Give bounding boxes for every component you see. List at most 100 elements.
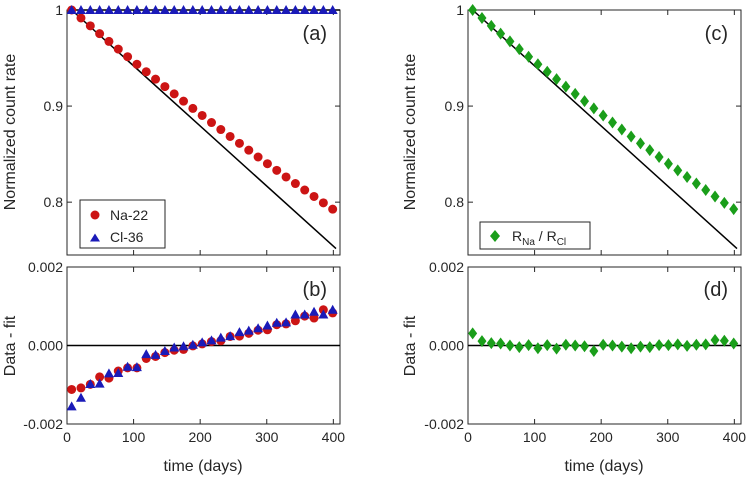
point-r-na-r-cl <box>626 130 636 143</box>
point-cl-36 <box>281 317 292 327</box>
point-r-na-r-cl <box>468 4 478 16</box>
point-r-na-r-cl <box>542 339 552 352</box>
point-na-22 <box>132 59 142 69</box>
point-na-22 <box>160 82 170 92</box>
x-tick-label: 0 <box>464 429 472 445</box>
point-r-na-r-cl <box>710 334 720 347</box>
point-r-na-r-cl <box>663 339 673 352</box>
point-na-22 <box>318 198 328 208</box>
point-cl-36 <box>169 342 180 352</box>
point-na-22 <box>76 13 86 23</box>
point-cl-36 <box>262 320 273 330</box>
legend-label-ratio: RNa / RCl <box>512 228 566 248</box>
point-r-na-r-cl <box>682 339 692 352</box>
y-tick-label: 0.8 <box>44 194 64 210</box>
point-na-22 <box>262 159 272 169</box>
point-cl-36 <box>225 331 236 341</box>
point-cl-36 <box>271 317 282 327</box>
point-na-22 <box>281 172 291 182</box>
point-na-22 <box>179 96 189 106</box>
panel-a-ticks: 0.8 0.9 1 <box>44 2 340 255</box>
point-r-na-r-cl <box>719 334 729 347</box>
point-r-na-r-cl <box>570 339 580 352</box>
point-r-na-r-cl <box>645 341 655 354</box>
y-tick-label: -0.002 <box>424 416 464 432</box>
point-cl-36 <box>318 309 329 319</box>
panel-b-ticks: -0.002 0.000 0.002 0 100 200 300 400 <box>23 259 345 445</box>
legend-marker-na22 <box>90 210 100 220</box>
legend-sub-cl: Cl <box>557 237 566 248</box>
point-r-na-r-cl <box>673 338 683 351</box>
panel-c-frame <box>467 9 742 256</box>
point-cl-36 <box>103 368 114 378</box>
panel-c-ylabel: Normalized count rate <box>402 54 419 211</box>
panel-c-legend: RNa / RCl <box>479 221 591 250</box>
point-na-22 <box>272 165 282 175</box>
y-tick-label: 0.8 <box>445 194 465 210</box>
x-tick-label: 100 <box>122 429 146 445</box>
point-cl-36 <box>187 5 198 14</box>
panel-c-marks <box>468 4 739 216</box>
point-r-na-r-cl <box>477 335 487 348</box>
point-cl-36 <box>131 5 142 14</box>
point-na-22 <box>197 110 207 120</box>
point-r-na-r-cl <box>533 342 543 355</box>
legend-r-cl: / R <box>535 228 557 244</box>
point-na-22 <box>104 36 114 46</box>
point-cl-36 <box>159 345 170 355</box>
point-cl-36 <box>299 5 310 14</box>
x-tick-label: 200 <box>589 429 613 445</box>
panel-c-fits <box>472 9 738 250</box>
point-r-na-r-cl <box>505 339 515 352</box>
point-r-na-r-cl <box>477 11 487 24</box>
y-tick-label: 0.000 <box>28 338 63 354</box>
point-r-na-r-cl <box>598 338 608 351</box>
point-r-na-r-cl <box>635 340 645 353</box>
point-na-22 <box>328 204 338 214</box>
point-r-na-r-cl <box>719 196 729 209</box>
panel-d-xlabel: time (days) <box>564 458 643 475</box>
panel-c-tag: (c) <box>705 23 728 45</box>
point-cl-36 <box>85 378 96 388</box>
point-na-22 <box>141 67 151 77</box>
x-tick-label: 0 <box>63 429 71 445</box>
point-r-na-r-cl <box>514 43 524 56</box>
point-na-22 <box>309 313 319 323</box>
point-r-na-r-cl <box>654 339 664 352</box>
point-na-22 <box>290 316 300 326</box>
point-cl-36 <box>206 335 217 345</box>
fit-line <box>472 9 738 250</box>
point-r-na-r-cl <box>607 116 617 129</box>
point-r-na-r-cl <box>486 337 496 350</box>
point-cl-36 <box>253 323 264 333</box>
point-r-na-r-cl <box>496 27 506 40</box>
point-na-22 <box>234 138 244 148</box>
point-cl-36 <box>197 5 208 14</box>
point-na-22 <box>206 118 216 128</box>
y-tick-label: 0.9 <box>44 98 64 114</box>
point-cl-36 <box>225 5 236 14</box>
point-r-na-r-cl <box>645 144 655 157</box>
point-cl-36 <box>178 341 189 351</box>
point-cl-36 <box>327 5 338 14</box>
x-tick-label: 300 <box>255 429 279 445</box>
legend-label-cl36: Cl-36 <box>110 229 144 245</box>
point-cl-36 <box>187 339 198 349</box>
point-cl-36 <box>141 349 152 359</box>
point-r-na-r-cl <box>580 340 590 353</box>
point-r-na-r-cl <box>589 102 599 115</box>
point-r-na-r-cl <box>701 338 711 351</box>
panel-c-ticks: 0.8 0.9 1 <box>445 2 741 255</box>
point-na-22 <box>67 384 77 394</box>
panel-a: 0.8 0.9 1 (a) Normalized count rate Na-22 … <box>2 2 341 256</box>
point-cl-36 <box>141 5 152 14</box>
point-cl-36 <box>103 5 114 14</box>
point-na-22 <box>290 179 300 189</box>
point-r-na-r-cl <box>729 203 739 216</box>
point-cl-36 <box>150 5 161 14</box>
point-r-na-r-cl <box>486 19 496 32</box>
point-r-na-r-cl <box>524 50 534 63</box>
x-tick-label: 400 <box>322 429 346 445</box>
point-r-na-r-cl <box>626 342 636 355</box>
